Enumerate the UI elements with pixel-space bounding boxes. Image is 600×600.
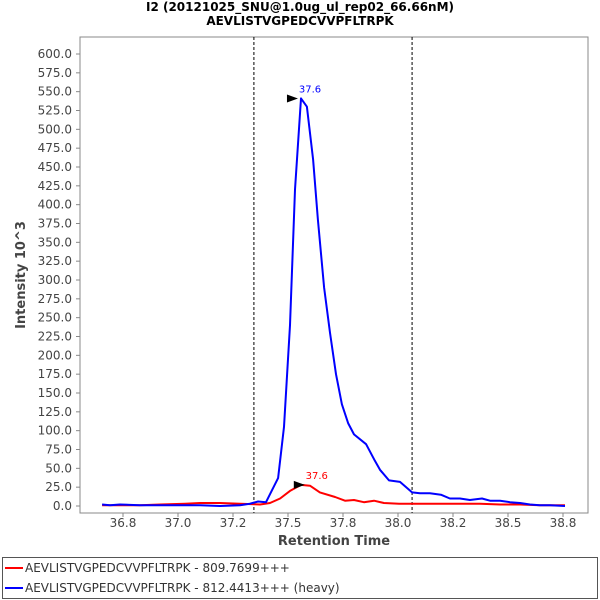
y-tick-label: 275.0 bbox=[38, 292, 72, 306]
y-tick-label: 425.0 bbox=[38, 179, 72, 193]
y-axis-label: Intensity 10^3 bbox=[14, 221, 29, 329]
y-tick-label: 225.0 bbox=[38, 330, 72, 344]
chart-title-line2: AEVLISTVGPEDCVVPFLTRPK bbox=[206, 14, 394, 28]
y-tick-label: 575.0 bbox=[38, 66, 72, 80]
x-tick-label: 37.2 bbox=[220, 516, 247, 530]
y-tick-label: 525.0 bbox=[38, 104, 72, 118]
legend-item-heavy: AEVLISTVGPEDCVVPFLTRPK - 812.4413+++ (he… bbox=[3, 578, 597, 598]
y-tick-label: 75.0 bbox=[45, 443, 72, 457]
x-axis-label: Retention Time bbox=[278, 534, 390, 549]
series-line-heavy bbox=[102, 97, 566, 507]
y-tick-label: 375.0 bbox=[38, 217, 72, 231]
y-tick-label: 600.0 bbox=[38, 47, 72, 61]
y-tick-label: 400.0 bbox=[38, 198, 72, 212]
x-tick-label: 36.8 bbox=[110, 516, 137, 530]
chromatogram-chart: 0.0 25.0 50.0 75.0 100.0 125.0 150.0 175.0 200.0… bbox=[14, 36, 589, 549]
x-tick-label: 38.5 bbox=[495, 516, 522, 530]
y-tick-label: 500.0 bbox=[38, 122, 72, 136]
y-tick-label: 50.0 bbox=[45, 461, 72, 475]
chart-title: I2 (20121025_SNU@1.0ug_ul_rep02_66.66nM)… bbox=[0, 0, 600, 28]
x-tick-label: 38.0 bbox=[385, 516, 412, 530]
legend-item-light: AEVLISTVGPEDCVVPFLTRPK - 809.7699+++ bbox=[3, 558, 597, 578]
x-tick-label: 37.5 bbox=[275, 516, 302, 530]
peak-marker-icon bbox=[286, 94, 298, 103]
y-tick-label: 0.0 bbox=[53, 499, 72, 513]
peak-marker-icon bbox=[293, 480, 305, 489]
y-tick-label: 25.0 bbox=[45, 480, 72, 494]
legend-label-light: AEVLISTVGPEDCVVPFLTRPK - 809.7699+++ bbox=[25, 561, 290, 575]
x-tick-label: 37.0 bbox=[165, 516, 192, 530]
y-tick-label: 100.0 bbox=[38, 424, 72, 438]
y-tick-label: 450.0 bbox=[38, 160, 72, 174]
series-line-light bbox=[102, 483, 565, 507]
legend-label-heavy: AEVLISTVGPEDCVVPFLTRPK - 812.4413+++ (he… bbox=[25, 581, 340, 595]
legend: AEVLISTVGPEDCVVPFLTRPK - 809.7699+++ AEV… bbox=[2, 557, 598, 599]
peak-label: 37.6 bbox=[299, 84, 321, 95]
plot-area bbox=[79, 36, 589, 514]
x-tick-label: 37.8 bbox=[330, 516, 357, 530]
y-tick-label: 250.0 bbox=[38, 311, 72, 325]
y-tick-label: 150.0 bbox=[38, 386, 72, 400]
y-tick-label: 175.0 bbox=[38, 367, 72, 381]
legend-swatch-red bbox=[5, 567, 23, 569]
x-tick-label: 38.8 bbox=[550, 516, 577, 530]
y-tick-label: 300.0 bbox=[38, 273, 72, 287]
x-tick-label: 38.2 bbox=[440, 516, 467, 530]
y-tick-label: 475.0 bbox=[38, 141, 72, 155]
y-tick-label: 550.0 bbox=[38, 85, 72, 99]
y-tick-label: 325.0 bbox=[38, 254, 72, 268]
legend-swatch-blue bbox=[5, 587, 23, 589]
chart-title-line1: I2 (20121025_SNU@1.0ug_ul_rep02_66.66nM) bbox=[145, 0, 455, 14]
y-tick-label: 125.0 bbox=[38, 405, 72, 419]
peak-label: 37.6 bbox=[306, 471, 328, 482]
y-tick-label: 200.0 bbox=[38, 348, 72, 362]
y-tick-label: 350.0 bbox=[38, 235, 72, 249]
